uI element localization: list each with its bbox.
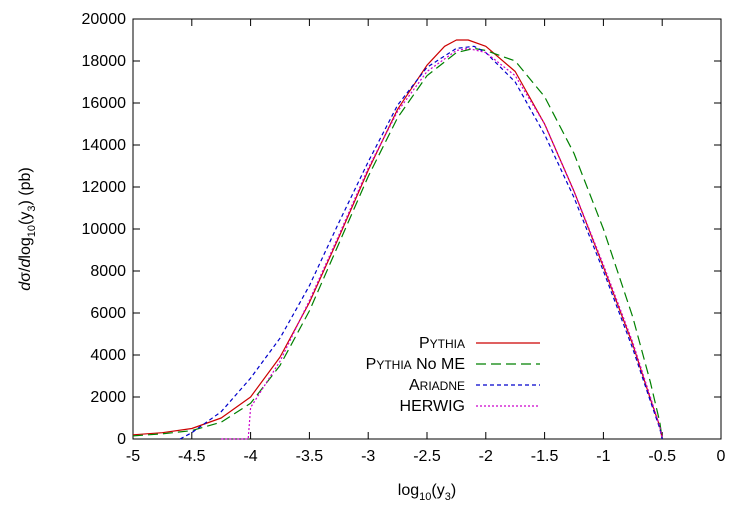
legend: PYTHIA PYTHIA No ME ARIADNE HERWIG: [366, 335, 540, 415]
y-tick-label: 8000: [90, 263, 126, 280]
y-tick-label: 0: [117, 431, 126, 448]
y-tick-label: 4000: [90, 347, 126, 364]
x-axis-label: log10(y3): [398, 482, 456, 502]
plot-frame: [132, 18, 722, 440]
y-tick-label: 10000: [82, 221, 127, 238]
series-line: [132, 47, 663, 440]
y-tick-label: 12000: [82, 179, 127, 196]
y-tick-label: 16000: [82, 95, 127, 112]
x-tick-label: -0.5: [648, 448, 676, 465]
legend-label: PYTHIA No ME: [366, 356, 465, 373]
legend-label: PYTHIA: [419, 335, 465, 352]
x-tick-label: -4.5: [178, 448, 206, 465]
x-tick-label: -1.5: [531, 448, 559, 465]
y-tick-label: 20000: [82, 11, 127, 28]
axis-ticks: -5 -4.5 -4 -3.5 -3 -2.5 -2 -1.5 -1 -0.5 0 0 2000 4000…: [82, 11, 726, 465]
x-tick-label: -4: [243, 448, 257, 465]
series-layer: [132, 39, 663, 440]
x-tick-label: -3: [361, 448, 375, 465]
y-tick-label: 14000: [82, 137, 127, 154]
legend-label: ARIADNE: [409, 377, 465, 394]
legend-label: HERWIG: [400, 398, 465, 415]
y-tick-label: 2000: [90, 389, 126, 406]
x-tick-label: -2.5: [413, 448, 441, 465]
x-tick-label: -5: [126, 448, 140, 465]
series-line: [221, 47, 663, 440]
x-tick-label: -3.5: [296, 448, 324, 465]
x-tick-label: -1: [596, 448, 610, 465]
x-tick-label: -2: [479, 448, 493, 465]
y-tick-label: 18000: [82, 53, 127, 70]
x-tick-label: 0: [717, 448, 726, 465]
y-axis-label: dσ/dlog10(y3) (pb): [17, 167, 38, 290]
series-line: [132, 39, 663, 440]
y-tick-label: 6000: [90, 305, 126, 322]
